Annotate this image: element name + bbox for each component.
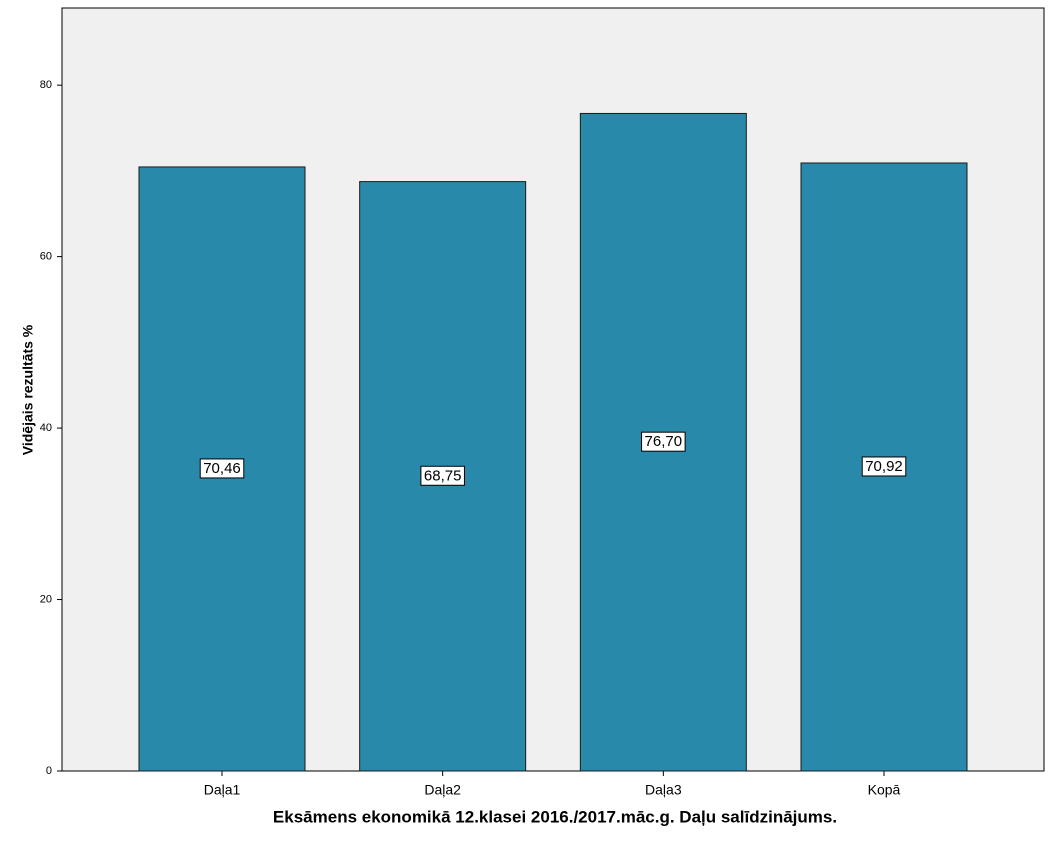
x-tick-label: Daļa1 bbox=[204, 782, 241, 798]
x-tick-label: Kopā bbox=[868, 782, 901, 798]
x-tick-label: Daļa3 bbox=[645, 782, 682, 798]
value-label-box bbox=[199, 458, 245, 479]
chart-title: Eksāmens ekonomikā 12.klasei 2016./2017.… bbox=[273, 807, 837, 826]
y-tick-label: 60 bbox=[40, 251, 52, 263]
value-label: 68,75 bbox=[424, 467, 462, 484]
value-label: 70,46 bbox=[203, 460, 241, 477]
value-label-box bbox=[420, 465, 465, 486]
y-axis-title: Vidējais rezultāts % bbox=[20, 324, 36, 455]
value-label-box bbox=[861, 456, 907, 477]
y-tick-label: 0 bbox=[46, 765, 52, 777]
y-tick-label: 80 bbox=[40, 79, 52, 91]
value-label: 70,92 bbox=[865, 458, 903, 475]
y-tick-label: 40 bbox=[40, 422, 52, 434]
y-tick-label: 20 bbox=[40, 593, 52, 605]
value-label: 76,70 bbox=[645, 433, 683, 450]
x-tick-label: Daļa2 bbox=[424, 782, 461, 798]
value-label-box bbox=[641, 431, 686, 452]
